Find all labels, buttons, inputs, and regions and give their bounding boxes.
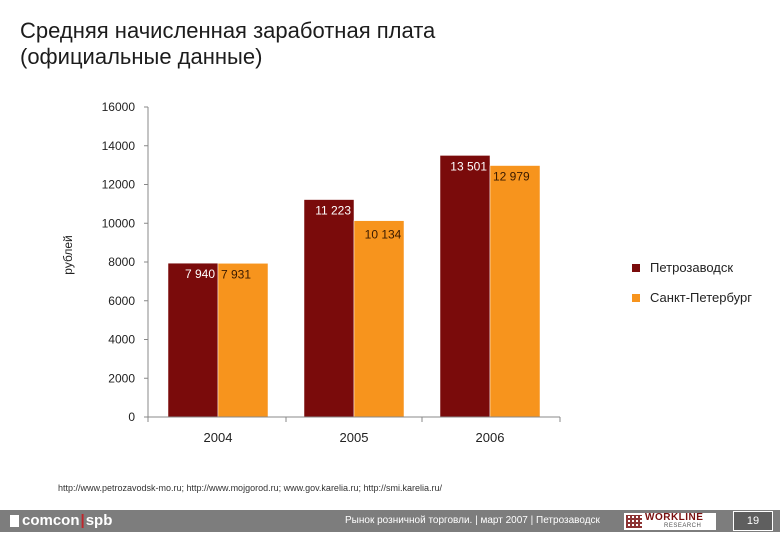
legend-label: Санкт-Петербург: [650, 290, 752, 305]
logo-grid-icon: [626, 515, 642, 528]
data-label: 7 931: [221, 267, 251, 281]
legend-label: Петрозаводск: [650, 260, 733, 275]
source-note: http://www.petrozavodsk-mo.ru; http://ww…: [58, 483, 442, 493]
x-axis: 2004 2005 2006: [147, 416, 561, 445]
data-label: 12 979: [493, 170, 530, 184]
bar-spb-2004: [217, 263, 269, 418]
bar-petrozavodsk-2004: [167, 262, 219, 418]
data-label: 13 501: [450, 159, 487, 173]
spb-brand: spb: [85, 512, 113, 529]
y-tick-label: 6000: [108, 294, 135, 308]
y-tick-label: 16000: [102, 100, 136, 114]
data-labels: 7 940 7 931 11 223 10 134 13 501 12 979: [185, 159, 530, 281]
y-tick-label: 14000: [102, 139, 136, 153]
bar-petrozavodsk-2005: [303, 199, 355, 418]
bar-spb-2006: [489, 165, 541, 418]
chart-title: Средняя начисленная заработная плата (оф…: [20, 18, 436, 69]
x-tick-label: 2006: [476, 430, 505, 445]
comcon-logo-mark: [10, 515, 19, 528]
y-tick-label: 0: [128, 410, 135, 424]
y-axis: 0 2000 4000 6000 8000 10000 12000 14000 16000: [102, 100, 149, 424]
y-tick-label: 12000: [102, 178, 136, 192]
comcon-separator: |: [80, 512, 85, 529]
x-tick-label: 2005: [340, 430, 369, 445]
logo-text: WORKLINE: [645, 512, 704, 523]
legend-swatch-spb: [632, 294, 640, 302]
footer-bar: comcon|spb Рынок розничной торговли. | м…: [0, 510, 780, 532]
y-tick-label: 10000: [102, 216, 136, 230]
bar-petrozavodsk-2006: [439, 155, 491, 418]
x-tick-label: 2004: [204, 430, 233, 445]
comcon-brand: comcon: [22, 512, 80, 529]
data-label: 7 940: [185, 267, 215, 281]
footer-caption: Рынок розничной торговли. | март 2007 | …: [345, 515, 600, 526]
bar-chart: 0 2000 4000 6000 8000 10000 12000 14000 16000 7 …: [61, 100, 752, 445]
y-tick-label: 8000: [108, 255, 135, 269]
page-number: 19: [733, 511, 773, 531]
data-label: 11 223: [315, 204, 351, 218]
y-tick-label: 2000: [108, 371, 135, 385]
logo-subtext: RESEARCH: [664, 523, 702, 529]
bars: [167, 155, 541, 418]
bar-spb-2005: [353, 220, 405, 418]
legend-swatch-petrozavodsk: [632, 264, 640, 272]
workline-logo: WORKLINE RESEARCH: [624, 513, 716, 530]
comcon-logo: comcon|spb: [10, 510, 112, 532]
y-tick-label: 4000: [108, 333, 135, 347]
legend: Петрозаводск Санкт-Петербург: [632, 260, 752, 305]
y-axis-label: рублей: [61, 235, 75, 274]
data-label: 10 134: [365, 228, 402, 242]
